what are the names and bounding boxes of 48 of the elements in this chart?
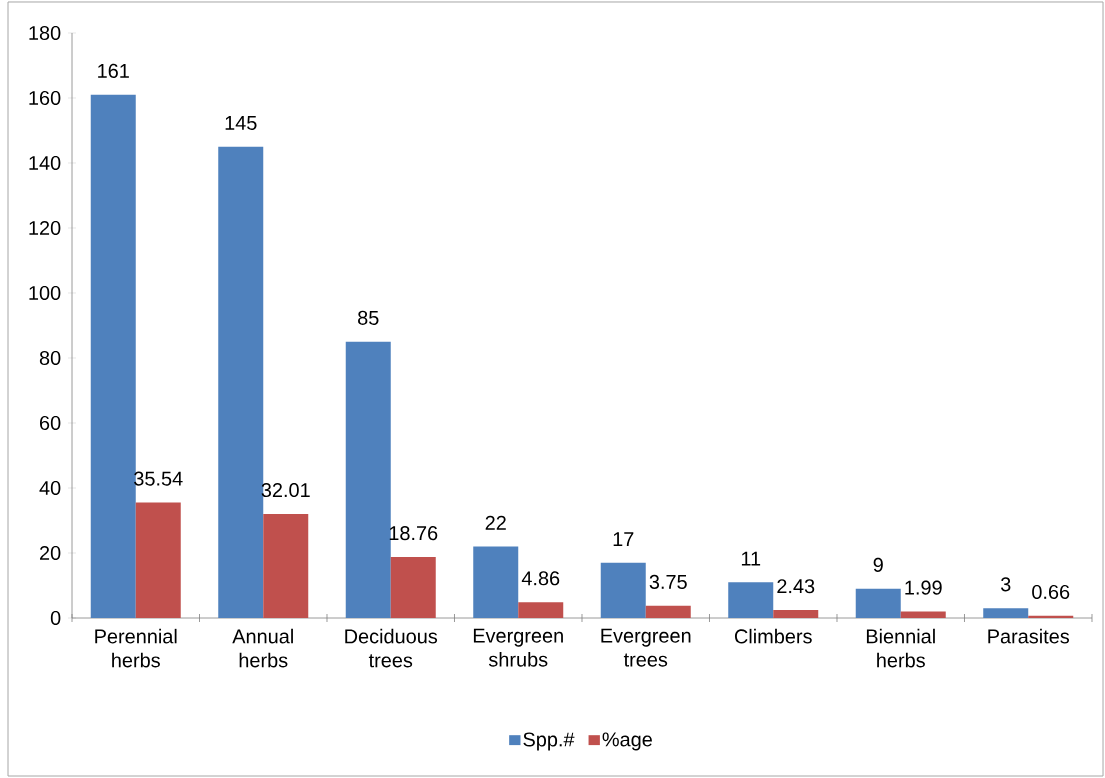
data-label: 0.66: [1032, 584, 1070, 600]
data-label: 2.43: [777, 579, 815, 594]
x-tick-label: Deciduous trees: [345, 628, 438, 668]
y-tick-label: 40: [39, 480, 61, 496]
data-label: 161: [98, 63, 129, 78]
data-label: 3.75: [649, 574, 687, 589]
data-label: 85: [358, 310, 379, 325]
data-label: 145: [225, 116, 257, 130]
bar: [135, 502, 181, 618]
x-tick-label: Evergreen trees: [601, 628, 691, 667]
bar: [855, 588, 901, 618]
x-tick-label: Climbers: [734, 628, 812, 644]
bar: [773, 610, 819, 618]
data-label: 17: [613, 532, 634, 546]
y-tick-label: 120: [29, 220, 61, 236]
y-tick-label: 100: [29, 285, 61, 301]
x-tick-label: Perennial herbs: [95, 628, 177, 668]
y-tick-label: 160: [29, 90, 61, 106]
bar: [1028, 615, 1074, 618]
bar: [728, 582, 774, 618]
data-label: 1.99: [905, 580, 942, 595]
y-tick-label: 180: [29, 25, 61, 41]
bar: [645, 605, 691, 618]
bar: [345, 341, 391, 618]
legend-label: %age: [602, 732, 652, 751]
bar: [390, 557, 436, 618]
x-tick-label: Biennial herbs: [866, 628, 935, 668]
data-label: 22: [485, 515, 506, 530]
y-tick-label: 60: [40, 415, 61, 431]
x-tick-label: Evergreen shrubs: [473, 628, 563, 667]
x-tick-label: Annual herbs: [232, 628, 293, 668]
y-tick-label: 0: [50, 610, 61, 626]
x-tick-label: Parasites: [988, 628, 1070, 644]
y-tick-label: 140: [29, 155, 61, 171]
legend-label: Spp.#: [523, 732, 575, 751]
data-label: 4.86: [521, 571, 560, 586]
bar: [263, 513, 309, 618]
bar: [518, 602, 564, 618]
data-label: 11: [741, 551, 761, 566]
bar: [473, 546, 519, 618]
bar: [900, 611, 946, 618]
bar: [983, 608, 1029, 618]
data-label: 9: [873, 557, 883, 572]
bar: [90, 94, 136, 618]
y-tick-label: 20: [40, 545, 61, 561]
bar: [600, 562, 646, 618]
data-label: 3: [1000, 577, 1011, 592]
y-tick-label: 80: [39, 350, 61, 366]
